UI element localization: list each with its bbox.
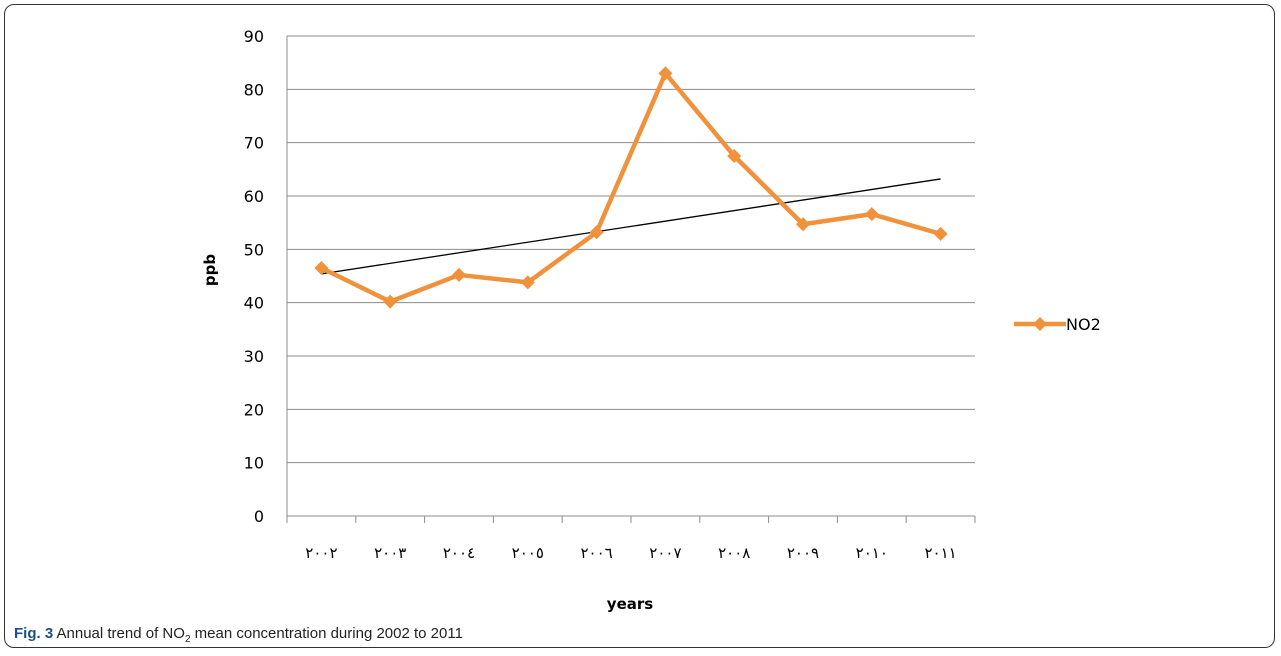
x-tick-label-2: ٢٠٠٤: [443, 544, 475, 562]
data-point-0: [314, 261, 329, 275]
data-point-5: [658, 66, 673, 81]
y-tick-label-10: 10: [244, 454, 264, 473]
x-tick-label-4: ٢٠٠٦: [580, 544, 612, 562]
caption-text: Annual trend of NO: [56, 625, 185, 642]
data-point-3: [520, 275, 535, 290]
x-tick-label-5: ٢٠٠٧: [649, 544, 681, 562]
y-tick-label-40: 40: [244, 294, 264, 313]
y-tick-label-0: 0: [254, 507, 264, 526]
x-tick-label-7: ٢٠٠٩: [787, 544, 819, 562]
y-axis-label: ppb: [201, 254, 219, 286]
y-tick-label-80: 80: [244, 80, 264, 99]
figure-caption: Fig. 3 Annual trend of NO2 mean concentr…: [14, 625, 463, 645]
trendline: [321, 178, 941, 275]
figure-label: Fig. 3: [14, 625, 54, 642]
x-axis-label: years: [607, 595, 653, 613]
gridlines: [286, 35, 975, 517]
x-tick-label-8: ٢٠١٠: [856, 544, 888, 562]
trendline-group: [321, 178, 941, 275]
x-tick-labels: ٢٠٠٢ ٢٠٠٣ ٢٠٠٤ ٢٠٠٥ ٢٠٠٦ ٢٠٠٧ ٢٠٠٨ ٢٠٠٩ ٢٠١٠ ٢٠١١: [305, 544, 956, 562]
data-point-9: [933, 226, 948, 241]
y-tick-labels: 0 10 20 30 40 50 60 70 80 90: [244, 27, 264, 526]
series-line-NO2: [320, 71, 942, 304]
data-point-2: [452, 267, 466, 282]
y-tick-label-70: 70: [244, 134, 264, 153]
x-tick-label-9: ٢٠١١: [924, 544, 956, 562]
legend: NO2: [1014, 315, 1101, 334]
y-tick-label-30: 30: [244, 347, 264, 366]
x-tick-label-3: ٢٠٠٥: [512, 544, 544, 562]
x-axis: [286, 516, 976, 523]
legend-label: NO2: [1066, 315, 1101, 334]
y-tick-label-20: 20: [244, 400, 264, 419]
x-tick-label-1: ٢٠٠٣: [374, 544, 406, 562]
data-point-8: [864, 207, 879, 222]
data-point-1: [383, 294, 398, 309]
data-point-7: [796, 217, 810, 232]
caption-subscript: 2: [184, 634, 191, 645]
data-point-6: [727, 149, 742, 163]
y-tick-label-60: 60: [244, 187, 264, 206]
y-tick-label-50: 50: [244, 240, 264, 259]
caption-text-end: mean concentration during 2002 to 2011: [190, 625, 463, 642]
x-tick-label-0: ٢٠٠٢: [305, 544, 337, 562]
figure-frame: [4, 4, 1275, 648]
series-group: [314, 66, 948, 309]
legend-marker: [1033, 317, 1047, 331]
x-tick-label-6: ٢٠٠٨: [718, 544, 750, 562]
y-tick-label-90: 90: [244, 27, 264, 46]
data-point-4: [589, 225, 604, 240]
